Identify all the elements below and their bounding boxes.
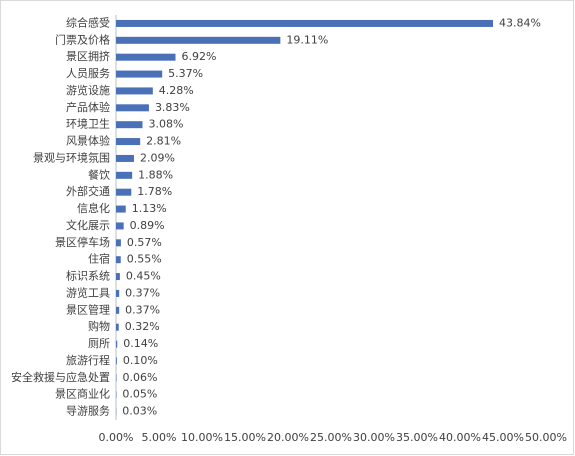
y-tick-label: 游览工具 <box>66 285 110 299</box>
y-tick-label: 游览设施 <box>66 83 110 97</box>
value-label: 19.11% <box>286 33 328 46</box>
bar <box>116 87 153 95</box>
value-label: 0.45% <box>126 270 161 283</box>
value-label: 1.13% <box>132 202 167 215</box>
value-label: 0.05% <box>122 388 157 401</box>
y-tick-label: 安全救援与应急处置 <box>11 370 110 384</box>
x-tick-label: 0.00% <box>99 431 134 444</box>
x-tick-label: 40.00% <box>439 431 481 444</box>
value-label: 0.55% <box>127 253 162 266</box>
bar <box>116 323 119 331</box>
y-tick-label: 人员服务 <box>66 67 110 80</box>
bar <box>116 289 120 297</box>
x-tick-label: 30.00% <box>353 431 395 444</box>
x-tick-label: 45.00% <box>482 431 524 444</box>
value-label: 3.83% <box>155 101 190 114</box>
x-tick-label: 5.00% <box>142 431 177 444</box>
y-tick-label: 导游服务 <box>66 405 110 418</box>
value-label: 1.78% <box>137 185 172 198</box>
x-tick-label: 25.00% <box>310 431 352 444</box>
y-tick-label: 购物 <box>88 319 110 333</box>
bar <box>116 256 121 264</box>
y-tick-label: 景观与环境氛围 <box>33 150 110 164</box>
bar <box>116 357 117 365</box>
bar <box>116 19 494 27</box>
value-label: 0.89% <box>130 219 165 232</box>
value-label: 2.81% <box>146 135 181 148</box>
value-label: 0.32% <box>125 320 160 333</box>
value-label: 43.84% <box>499 16 541 29</box>
bar <box>116 273 120 281</box>
y-tick-label: 信息化 <box>77 201 110 215</box>
y-tick-label: 标识系统 <box>66 269 110 283</box>
y-tick-label: 餐饮 <box>88 167 110 181</box>
bar <box>116 36 281 44</box>
y-tick-label: 厕所 <box>88 337 110 350</box>
bar <box>116 374 117 382</box>
value-label: 0.57% <box>127 236 162 249</box>
y-tick-label: 风景体验 <box>66 134 110 148</box>
y-tick-label: 景区商业化 <box>55 387 110 401</box>
y-tick-label: 景区管理 <box>66 302 110 316</box>
y-tick-label: 旅游行程 <box>66 353 110 367</box>
bar <box>116 188 132 196</box>
x-tick-label: 10.00% <box>181 431 223 444</box>
y-tick-label: 景区拥挤 <box>66 49 110 63</box>
y-tick-label: 产品体验 <box>66 100 110 114</box>
y-tick-label: 文化展示 <box>66 218 110 232</box>
bar <box>116 138 141 146</box>
value-label: 0.06% <box>123 371 158 384</box>
value-label: 1.88% <box>138 168 173 181</box>
x-tick-label: 50.00% <box>525 431 567 444</box>
y-tick-label: 外部交通 <box>66 184 110 198</box>
bar <box>116 70 163 78</box>
x-tick-label: 35.00% <box>396 431 438 444</box>
value-label: 3.08% <box>148 118 183 131</box>
y-tick-label: 门票及价格 <box>55 32 110 46</box>
bar <box>116 340 118 348</box>
bar <box>116 239 121 247</box>
value-label: 0.03% <box>122 405 157 418</box>
bar <box>116 53 176 61</box>
value-label: 5.37% <box>168 67 203 80</box>
y-tick-label: 住宿 <box>88 252 110 266</box>
bar <box>116 154 134 162</box>
value-label: 0.14% <box>123 337 158 350</box>
x-tick-label: 15.00% <box>224 431 266 444</box>
bar <box>116 306 120 314</box>
bar <box>116 171 133 179</box>
bar <box>116 205 126 213</box>
value-label: 2.09% <box>140 151 175 164</box>
value-label: 0.37% <box>125 286 160 299</box>
y-tick-label: 综合感受 <box>66 15 110 29</box>
value-label: 6.92% <box>182 50 217 63</box>
y-tick-label: 环境卫生 <box>66 117 110 131</box>
x-tick-label: 20.00% <box>267 431 309 444</box>
bar <box>116 222 124 230</box>
bar <box>116 104 149 112</box>
value-label: 0.37% <box>125 303 160 316</box>
value-label: 4.28% <box>159 84 194 97</box>
bar <box>116 121 143 129</box>
y-tick-label: 景区停车场 <box>55 235 110 249</box>
value-label: 0.10% <box>123 354 158 367</box>
